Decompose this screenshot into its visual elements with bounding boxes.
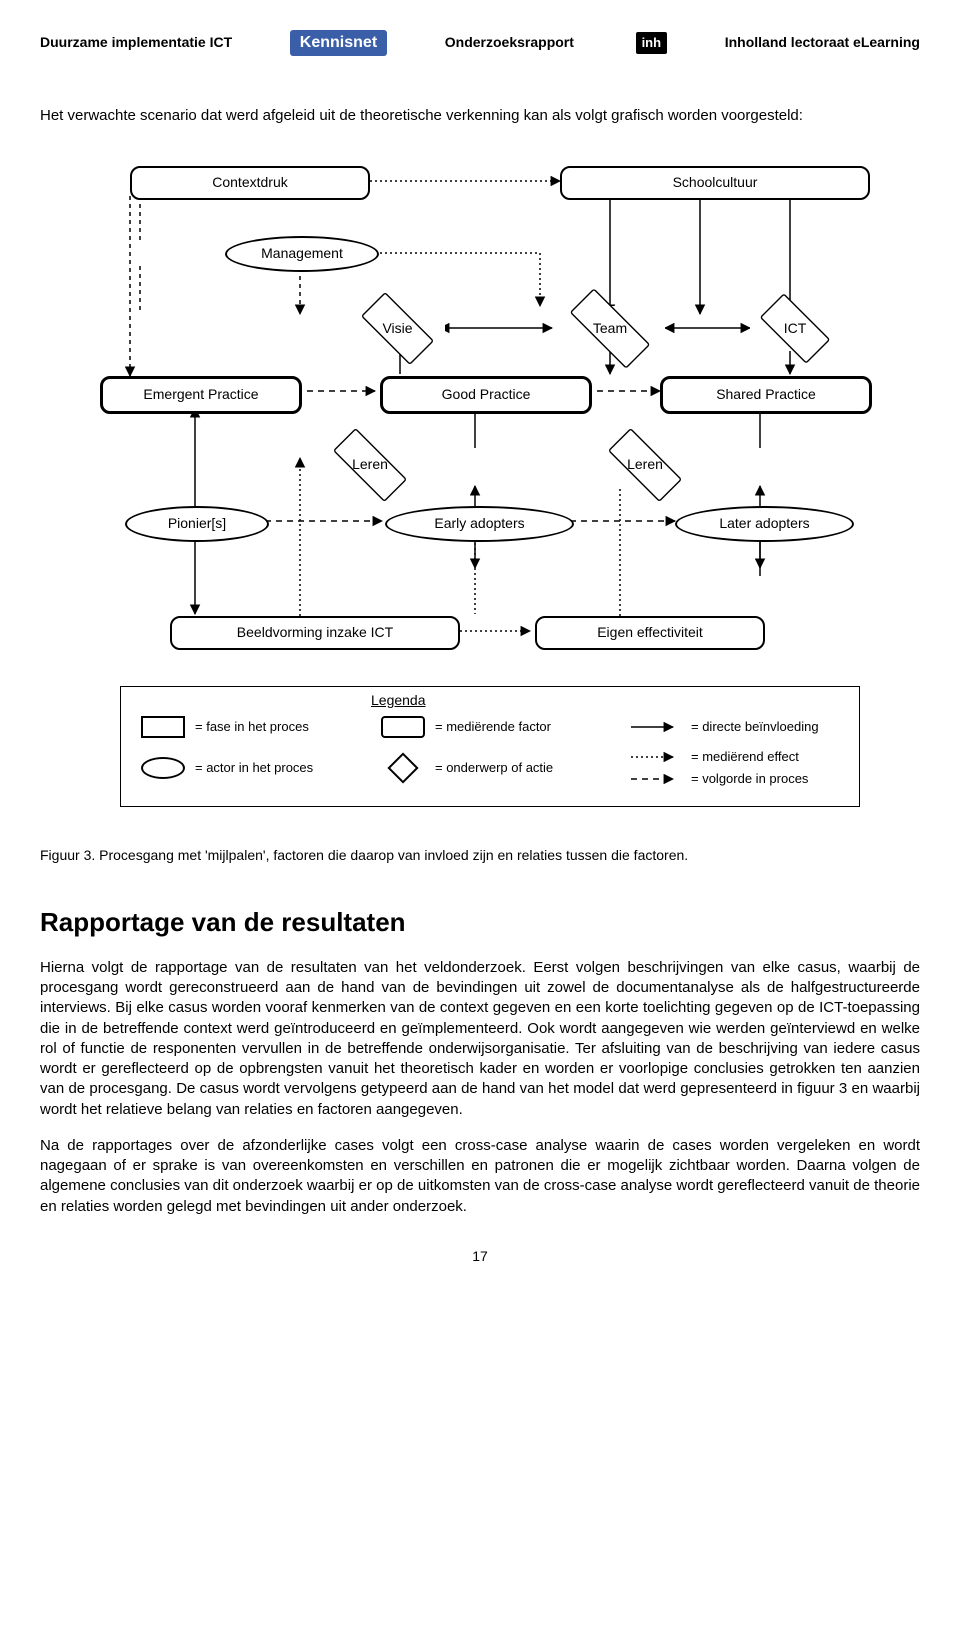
legend-medierend-effect: = mediërend effect xyxy=(631,748,861,766)
legend-actor: = actor in het proces xyxy=(141,757,381,779)
logo-kennisnet: Kennisnet xyxy=(290,30,387,56)
label: Pionier[s] xyxy=(168,514,226,533)
node-pionier: Pionier[s] xyxy=(125,506,269,542)
figure-caption: Figuur 3. Procesgang met 'mijlpalen', fa… xyxy=(40,846,920,865)
node-leren1: Leren xyxy=(320,444,420,486)
page-number: 17 xyxy=(40,1247,920,1266)
node-management: Management xyxy=(225,236,379,272)
label: ICT xyxy=(784,319,807,338)
intro-text: Het verwachte scenario dat werd afgeleid… xyxy=(40,106,920,126)
node-later: Later adopters xyxy=(675,506,854,542)
label: Leren xyxy=(627,455,663,474)
legend-volgorde: = volgorde in proces xyxy=(631,770,861,788)
legend-directe: = directe beïnvloeding xyxy=(631,718,861,736)
page-header: Duurzame implementatie ICT Kennisnet Ond… xyxy=(40,30,920,56)
node-shared: Shared Practice xyxy=(660,376,872,414)
label: Good Practice xyxy=(442,385,531,404)
legend-title: Legenda xyxy=(371,691,839,710)
header-mid: Onderzoeksrapport xyxy=(445,33,574,52)
node-emergent: Emergent Practice xyxy=(100,376,302,414)
node-team: Team xyxy=(555,306,665,351)
legend-medierende: = mediërende factor xyxy=(381,716,631,738)
label: Schoolcultuur xyxy=(673,173,758,192)
node-leren2: Leren xyxy=(595,444,695,486)
para-2: Na de rapportages over de afzonderlijke … xyxy=(40,1136,920,1217)
node-contextdruk: Contextdruk xyxy=(130,166,370,200)
label: Shared Practice xyxy=(716,385,816,404)
node-early: Early adopters xyxy=(385,506,574,542)
label: Early adopters xyxy=(434,514,524,533)
label: Leren xyxy=(352,455,388,474)
para-1: Hierna volgt de rapportage van de result… xyxy=(40,958,920,1120)
label: Beeldvorming inzake ICT xyxy=(237,623,393,642)
label: Visie xyxy=(382,319,412,338)
label: Eigen effectiviteit xyxy=(597,623,703,642)
header-left: Duurzame implementatie ICT xyxy=(40,33,232,52)
header-right: Inholland lectoraat eLearning xyxy=(725,33,920,52)
legend-fase: = fase in het proces xyxy=(141,716,381,738)
label: Contextdruk xyxy=(212,173,287,192)
label: Management xyxy=(261,244,343,263)
node-good: Good Practice xyxy=(380,376,592,414)
label: Team xyxy=(593,319,627,338)
node-beeldvorming: Beeldvorming inzake ICT xyxy=(170,616,460,650)
node-eigen: Eigen effectiviteit xyxy=(535,616,765,650)
label: Later adopters xyxy=(719,514,809,533)
section-title: Rapportage van de resultaten xyxy=(40,905,920,940)
logo-inh: inh xyxy=(636,32,668,54)
node-ict: ICT xyxy=(750,306,840,351)
label: Emergent Practice xyxy=(143,385,258,404)
legend: Legenda = fase in het proces = mediërend… xyxy=(120,686,860,807)
flow-diagram: Contextdruk Schoolcultuur Management Vis… xyxy=(70,156,890,816)
node-visie: Visie xyxy=(350,306,445,351)
node-schoolcultuur: Schoolcultuur xyxy=(560,166,870,200)
legend-onderwerp: = onderwerp of actie xyxy=(381,757,631,779)
